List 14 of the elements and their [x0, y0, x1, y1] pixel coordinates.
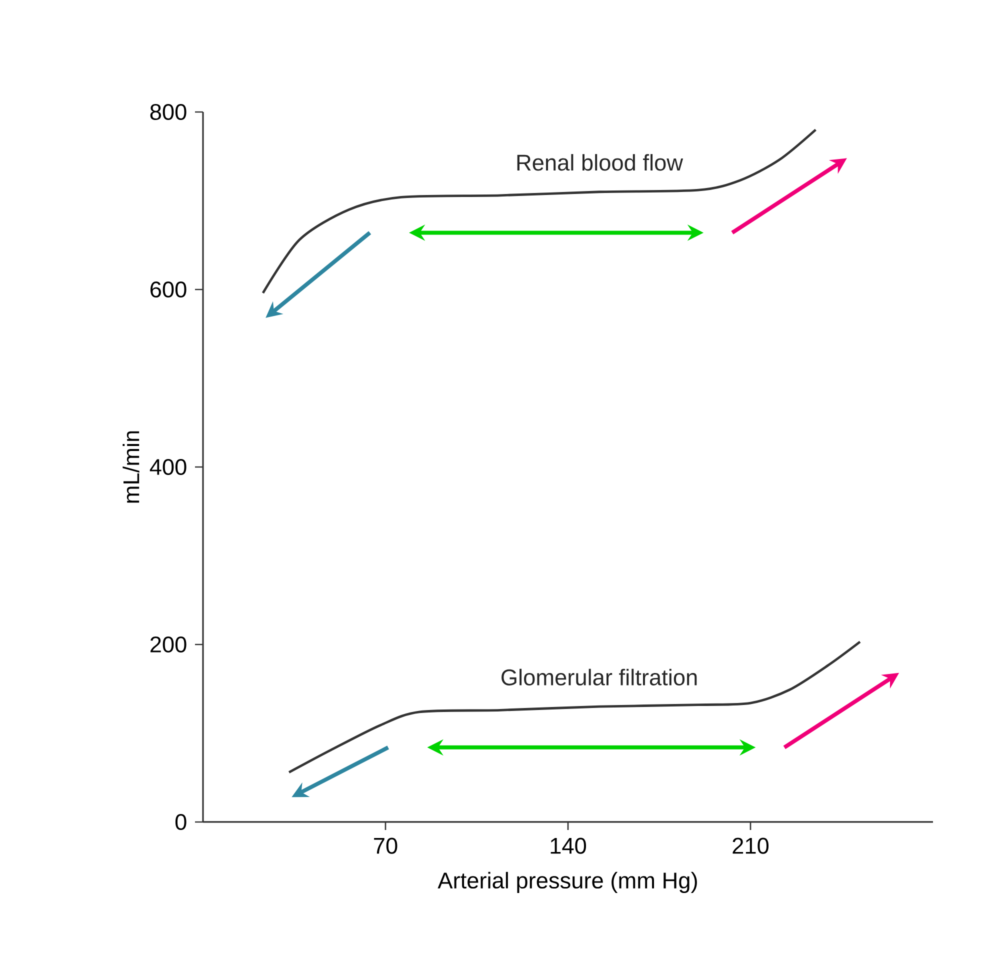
y-tick-label: 800 — [150, 104, 186, 120]
y-tick-label: 200 — [150, 636, 186, 653]
x-tick-label: 140 — [550, 838, 586, 854]
y-tick-label: 400 — [150, 458, 186, 476]
line-series — [262, 128, 817, 294]
y-axis-title: mL/min — [122, 431, 140, 503]
x-axis-title: Arterial pressure (mm Hg) — [438, 872, 697, 894]
line-series — [288, 640, 862, 774]
x-tick-label: 210 — [732, 838, 769, 854]
y-tick-label: 600 — [150, 281, 186, 298]
x-tick-label: 70 — [374, 838, 398, 854]
series-label: Renal blood flow — [517, 154, 684, 171]
y-tick-label: 0 — [175, 814, 186, 830]
series-label: Glomerular filtration — [502, 668, 697, 686]
